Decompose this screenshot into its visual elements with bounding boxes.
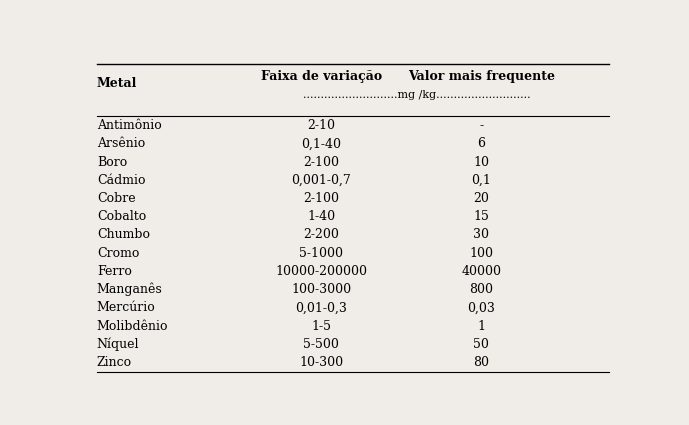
Text: Zinco: Zinco: [96, 356, 132, 369]
Text: Arsênio: Arsênio: [96, 137, 145, 150]
Text: Faixa de variação: Faixa de variação: [260, 70, 382, 83]
Text: 80: 80: [473, 356, 489, 369]
Text: ...........................mg /kg...........................: ...........................mg /kg.......…: [303, 90, 531, 100]
Text: Mercúrio: Mercúrio: [96, 301, 156, 314]
Text: 30: 30: [473, 229, 489, 241]
Text: 0,03: 0,03: [467, 301, 495, 314]
Text: Molibdênio: Molibdênio: [96, 320, 168, 333]
Text: 2-200: 2-200: [303, 229, 339, 241]
Text: 2-100: 2-100: [303, 156, 339, 169]
Text: Antimônio: Antimônio: [96, 119, 161, 132]
Text: 5-500: 5-500: [303, 338, 339, 351]
Text: 40000: 40000: [461, 265, 502, 278]
Text: 2-10: 2-10: [307, 119, 335, 132]
Text: Cobalto: Cobalto: [96, 210, 146, 223]
Text: 100-3000: 100-3000: [291, 283, 351, 296]
Text: 0,1: 0,1: [471, 174, 491, 187]
Text: 50: 50: [473, 338, 489, 351]
Text: 0,1-40: 0,1-40: [301, 137, 341, 150]
Text: 100: 100: [469, 246, 493, 260]
Text: Cobre: Cobre: [96, 192, 136, 205]
Text: Metal: Metal: [96, 77, 137, 91]
Text: 15: 15: [473, 210, 489, 223]
Text: Valor mais frequente: Valor mais frequente: [408, 70, 555, 83]
Text: Boro: Boro: [96, 156, 127, 169]
Text: 20: 20: [473, 192, 489, 205]
Text: 10-300: 10-300: [299, 356, 343, 369]
Text: Cádmio: Cádmio: [96, 174, 145, 187]
Text: 10000-200000: 10000-200000: [275, 265, 367, 278]
Text: 0,001-0,7: 0,001-0,7: [291, 174, 351, 187]
Text: 0,01-0,3: 0,01-0,3: [295, 301, 347, 314]
Text: 6: 6: [477, 137, 485, 150]
Text: 1-40: 1-40: [307, 210, 335, 223]
Text: 800: 800: [469, 283, 493, 296]
Text: -: -: [480, 119, 483, 132]
Text: Manganês: Manganês: [96, 283, 163, 296]
Text: 2-100: 2-100: [303, 192, 339, 205]
Text: Cromo: Cromo: [96, 246, 139, 260]
Text: 5-1000: 5-1000: [299, 246, 343, 260]
Text: 1-5: 1-5: [311, 320, 331, 333]
Text: Ferro: Ferro: [96, 265, 132, 278]
Text: 10: 10: [473, 156, 489, 169]
Text: Chumbo: Chumbo: [96, 229, 150, 241]
Text: Níquel: Níquel: [96, 337, 139, 351]
Text: 1: 1: [477, 320, 485, 333]
